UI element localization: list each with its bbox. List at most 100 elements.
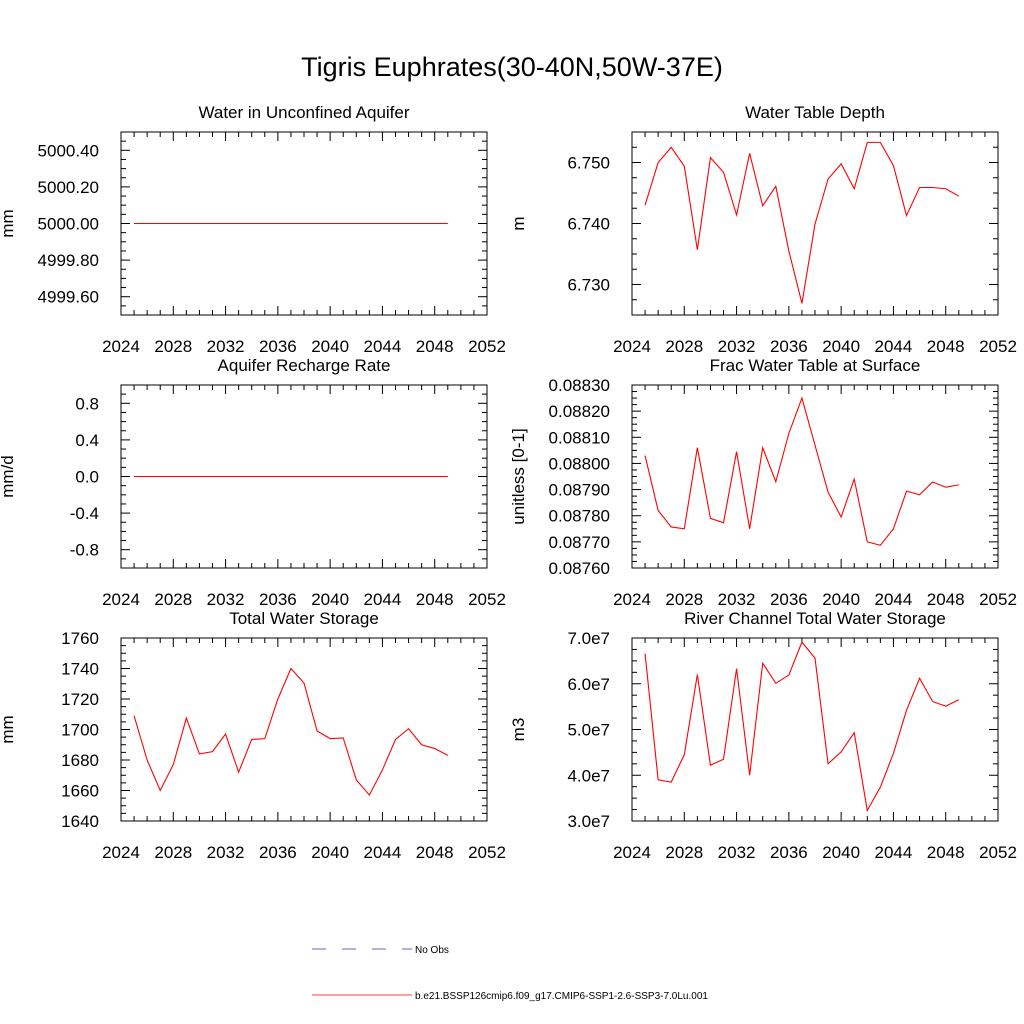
x-tick-label: 2024 <box>102 590 140 609</box>
x-tick-label: 2036 <box>259 843 297 862</box>
y-tick-label: 6.750 <box>567 154 610 173</box>
chart-panel-3: Aquifer Recharge Rate mm/d 2024 2028 2032 203… <box>0 356 506 609</box>
panel-title: Water in Unconfined Aquifer <box>198 103 409 122</box>
y-tick-label: 0.08780 <box>549 507 610 526</box>
figure-title: Tigris Euphrates(30-40N,50W-37E) <box>301 52 723 82</box>
panel-title: River Channel Total Water Storage <box>684 609 946 628</box>
x-tick-label: 2048 <box>416 843 454 862</box>
x-tick-label: 2028 <box>154 337 192 356</box>
y-axis-label: m <box>509 216 528 230</box>
y-tick-label: 0.08830 <box>549 376 610 395</box>
y-tick-label: 0.08810 <box>549 428 610 447</box>
chart-panel-2: Water Table Depth m 2024 2028 2032 2036 2040 20… <box>509 103 1017 356</box>
x-tick-label: 2024 <box>613 590 651 609</box>
y-tick-label: 1660 <box>61 782 99 801</box>
x-tick-label: 2044 <box>875 590 913 609</box>
series-line-model <box>644 641 960 813</box>
x-tick-label: 2040 <box>822 337 860 356</box>
plot-frame <box>120 637 488 822</box>
x-tick-label: 2036 <box>259 337 297 356</box>
x-tick-label: 2028 <box>665 843 703 862</box>
panels-group: Water in Unconfined Aquifer mm 2024 2028 203… <box>0 103 1017 862</box>
y-tick-label: 5.0e7 <box>567 721 610 740</box>
x-tick-label: 2036 <box>770 337 808 356</box>
x-tick-label: 2044 <box>875 337 913 356</box>
x-tick-label: 2048 <box>416 590 454 609</box>
x-tick-label: 2028 <box>665 590 703 609</box>
x-tick-label: 2036 <box>770 843 808 862</box>
legend-model-label: b.e21.BSSP126cmip6.f09_g17.CMIP6-SSP1-2.… <box>415 991 708 1002</box>
x-tick-label: 2032 <box>718 843 756 862</box>
series-line-model <box>644 396 959 546</box>
y-tick-label: 6.740 <box>567 215 610 234</box>
legend: No Obs b.e21.BSSP126cmip6.f09_g17.CMIP6-… <box>312 945 708 1002</box>
x-tick-label: 2040 <box>822 590 860 609</box>
y-tick-label: 4999.60 <box>38 288 99 307</box>
y-axis-label: unitless [0-1] <box>509 428 528 524</box>
y-tick-label: 0.08790 <box>549 481 610 500</box>
y-tick-label: 6.0e7 <box>567 675 610 694</box>
x-tick-label: 2024 <box>613 843 651 862</box>
x-tick-label: 2032 <box>718 337 756 356</box>
x-tick-label: 2040 <box>311 590 349 609</box>
y-tick-label: 3.0e7 <box>567 812 610 831</box>
chart-panel-4: Frac Water Table at Surface unitless [0-1… <box>509 356 1017 609</box>
x-tick-label: 2052 <box>979 337 1017 356</box>
x-tick-label: 2028 <box>154 843 192 862</box>
panel-title: Aquifer Recharge Rate <box>218 356 391 375</box>
x-tick-label: 2044 <box>364 337 402 356</box>
x-tick-label: 2032 <box>207 843 245 862</box>
y-tick-label: 0.0 <box>75 468 99 487</box>
x-tick-label: 2048 <box>927 590 965 609</box>
y-tick-label: 0.08760 <box>549 559 610 578</box>
x-tick-label: 2052 <box>979 843 1017 862</box>
x-tick-label: 2036 <box>259 590 297 609</box>
chart-panel-5: Total Water Storage mm 2024 2028 2032 2036 204… <box>0 609 506 862</box>
y-tick-label: 7.0e7 <box>567 629 610 648</box>
panel-title: Water Table Depth <box>745 103 885 122</box>
y-tick-label: 1680 <box>61 751 99 770</box>
y-tick-label: 1640 <box>61 812 99 831</box>
chart-panel-6: River Channel Total Water Storage m3 2024 2… <box>509 609 1017 862</box>
y-axis-label: m3 <box>509 718 528 742</box>
legend-obs-label: No Obs <box>415 945 449 956</box>
x-tick-label: 2052 <box>468 590 506 609</box>
x-tick-label: 2040 <box>822 843 860 862</box>
y-tick-label: 0.4 <box>75 431 99 450</box>
x-tick-label: 2048 <box>927 337 965 356</box>
y-axis-label: mm/d <box>0 455 17 498</box>
x-tick-label: 2048 <box>416 337 454 356</box>
x-tick-label: 2044 <box>364 590 402 609</box>
x-tick-label: 2052 <box>468 843 506 862</box>
x-tick-label: 2036 <box>770 590 808 609</box>
panel-title: Frac Water Table at Surface <box>710 356 921 375</box>
plot-frame <box>631 384 999 569</box>
y-tick-label: -0.8 <box>70 541 99 560</box>
y-axis-label: mm <box>0 715 17 743</box>
x-tick-label: 2040 <box>311 337 349 356</box>
y-tick-label: 5000.20 <box>38 178 99 197</box>
x-tick-label: 2028 <box>154 590 192 609</box>
x-tick-label: 2048 <box>927 843 965 862</box>
y-tick-label: 1720 <box>61 690 99 709</box>
y-tick-label: 5000.00 <box>38 215 99 234</box>
panel-title: Total Water Storage <box>229 609 379 628</box>
y-tick-label: 1760 <box>61 629 99 648</box>
x-tick-label: 2052 <box>468 337 506 356</box>
x-tick-label: 2044 <box>875 843 913 862</box>
x-tick-label: 2028 <box>665 337 703 356</box>
series-line-model <box>644 141 960 304</box>
chart-panel-1: Water in Unconfined Aquifer mm 2024 2028 203… <box>0 103 506 356</box>
y-tick-label: 4999.80 <box>38 251 99 270</box>
x-tick-label: 2032 <box>207 590 245 609</box>
y-tick-label: 0.08770 <box>549 533 610 552</box>
y-tick-label: 5000.40 <box>38 141 99 160</box>
x-tick-label: 2044 <box>364 843 402 862</box>
x-tick-label: 2052 <box>979 590 1017 609</box>
x-tick-label: 2040 <box>311 843 349 862</box>
series-line-model <box>133 667 449 797</box>
y-tick-label: 0.08820 <box>549 402 610 421</box>
plot-frame <box>631 637 999 822</box>
x-tick-label: 2032 <box>718 590 756 609</box>
